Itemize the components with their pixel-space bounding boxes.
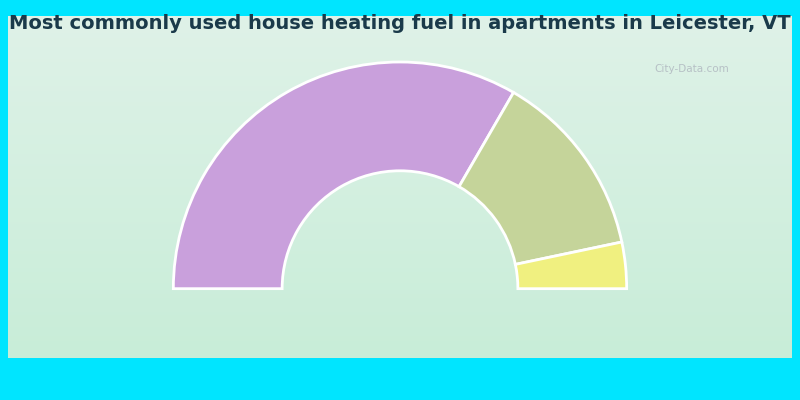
Text: Most commonly used house heating fuel in apartments in Leicester, VT: Most commonly used house heating fuel in… [9,14,791,33]
Wedge shape [174,62,514,289]
Wedge shape [459,92,622,264]
Text: City-Data.com: City-Data.com [654,64,730,74]
Wedge shape [515,242,626,289]
